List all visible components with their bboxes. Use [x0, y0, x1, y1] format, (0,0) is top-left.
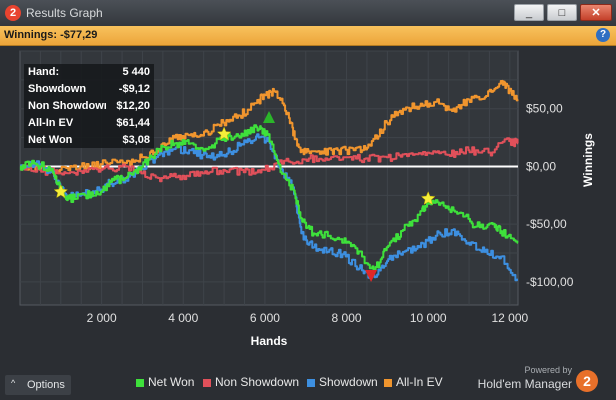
powered-by-text: Powered by: [524, 365, 572, 375]
star-marker: [216, 126, 232, 141]
stat-row-hand: Hand: 5 440: [24, 64, 154, 81]
maximize-button[interactable]: □: [547, 4, 577, 21]
star-marker: [53, 184, 69, 199]
stat-value: $12,20: [116, 100, 150, 112]
series-line-non-showdown: [20, 137, 519, 183]
x-tick-label: 10 000: [410, 311, 447, 325]
stat-label: Hand:: [28, 66, 60, 78]
window-title: Results Graph: [26, 6, 103, 20]
legend-item-showdown[interactable]: Showdown: [307, 375, 378, 389]
trough-marker: [365, 269, 378, 282]
product-name: Hold'em Manager: [477, 377, 572, 391]
stat-label: Showdown: [28, 83, 87, 95]
x-tick-label: 4 000: [168, 311, 198, 325]
y-tick-label: $50,00: [526, 102, 563, 116]
legend-label: All-In EV: [396, 375, 443, 389]
x-tick-label: 2 000: [87, 311, 117, 325]
legend-label: Net Won: [148, 375, 195, 389]
results-chart[interactable]: 2 000 4 000 6 000 8 000 10 000 12 000 $50,00 $0…: [0, 46, 616, 372]
winnings-label: Winnings: -$77,29: [4, 29, 98, 41]
title-bar: 2 Results Graph _ □ ✕: [0, 0, 616, 27]
options-button[interactable]: ^ Options: [5, 375, 71, 395]
stat-value: $3,08: [122, 134, 150, 146]
stat-row-showdown: Showdown -$9,12: [24, 81, 154, 98]
stats-panel: Hand: 5 440 Showdown -$9,12 Non Showdown…: [24, 64, 154, 148]
y-axis-label: Winnings: [581, 133, 595, 187]
winnings-bar: Winnings: -$77,29 ?: [0, 26, 616, 46]
legend-swatch: [136, 378, 144, 387]
legend-swatch: [384, 378, 392, 387]
legend-item-net-won[interactable]: Net Won: [136, 375, 194, 389]
hm-logo-icon: 2: [576, 370, 598, 392]
peak-marker: [263, 110, 275, 123]
options-label: Options: [27, 379, 65, 391]
series-line-net-won: [19, 124, 519, 272]
stat-value: 5 440: [122, 66, 150, 78]
legend-swatch: [203, 378, 211, 387]
stat-row-all-in-ev: All-In EV $61,44: [24, 115, 154, 132]
stat-value: $61,44: [116, 117, 150, 129]
legend-item-all-in-ev[interactable]: All-In EV: [384, 375, 443, 389]
series-line-all-in-ev: [20, 79, 519, 175]
legend-swatch: [307, 378, 315, 387]
stat-row-non-showdown: Non Showdown $12,20: [24, 98, 154, 115]
x-axis-label: Hands: [251, 334, 288, 348]
y-tick-label: $0,00: [526, 159, 556, 173]
x-tick-label: 6 000: [250, 311, 280, 325]
stat-row-net-won: Net Won $3,08: [24, 132, 154, 149]
stat-label: Net Won: [28, 134, 73, 146]
y-tick-label: -$50,00: [526, 217, 567, 231]
stat-value: -$9,12: [118, 83, 150, 95]
y-tick-label: -$100,00: [526, 275, 574, 289]
chevron-up-icon: ^: [11, 378, 16, 388]
close-button[interactable]: ✕: [580, 4, 612, 21]
legend-item-non-showdown[interactable]: Non Showdown: [203, 375, 299, 389]
minimize-button[interactable]: _: [514, 4, 544, 21]
stat-label: Non Showdown: [28, 100, 106, 112]
star-marker: [420, 191, 436, 205]
legend-label: Showdown: [319, 375, 378, 389]
app-logo-icon: 2: [5, 5, 21, 21]
x-tick-label: 12 000: [491, 311, 528, 325]
legend-label: Non Showdown: [215, 375, 300, 389]
x-tick-label: 8 000: [332, 311, 362, 325]
stat-label: All-In EV: [28, 117, 74, 129]
help-icon[interactable]: ?: [596, 28, 610, 42]
